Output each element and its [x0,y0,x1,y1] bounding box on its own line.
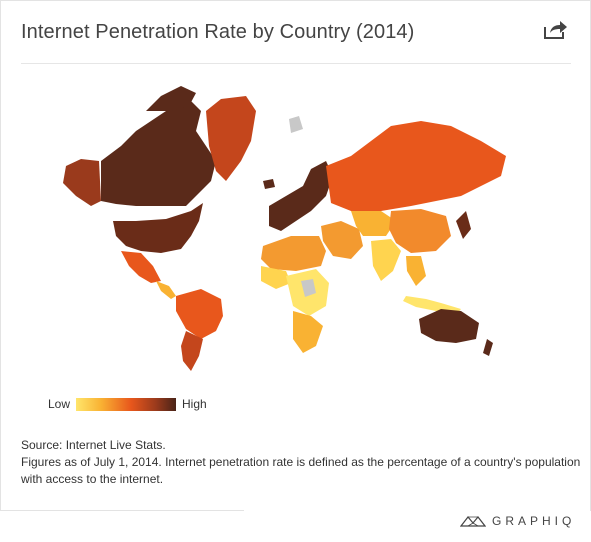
map-region-iceland [263,179,275,189]
map-region-alaska [63,159,101,206]
brand-logo[interactable]: GRAPHIQ [460,514,575,528]
map-region-middle-east [321,221,363,259]
brand-name: GRAPHIQ [492,514,576,528]
color-legend: Low High [48,396,207,412]
map-region-mexico [121,251,161,283]
map-region-north-africa [261,236,326,271]
map-region-south-america-south [181,331,203,371]
map-region-central-asia [351,211,396,236]
map-region-west-africa [261,266,291,289]
map-region-russia [326,121,506,211]
map-region-svalbard [289,116,303,133]
map-region-southern-africa [293,311,323,353]
map-region-united-states [113,203,203,253]
share-icon [544,21,567,39]
map-region-new-zealand [483,339,493,356]
footer-divider [0,510,244,511]
description-text: Figures as of July 1, 2014. Internet pen… [21,455,581,486]
legend-high-label: High [182,397,207,411]
legend-color-scale [76,397,177,411]
legend-low-label: Low [48,397,71,411]
share-button[interactable] [542,19,568,41]
map-region-canada [101,101,216,206]
graphiq-logo-icon [460,516,486,527]
header-divider [21,63,571,64]
map-region-arctic-islands [146,86,196,111]
map-region-australia [419,309,479,343]
source-notes: Source: Internet Live Stats. Figures as … [21,437,581,488]
map-region-india [371,239,401,281]
map-region-japan [456,211,471,239]
map-region-china [389,209,451,253]
map-region-europe [269,161,333,231]
source-text: Source: Internet Live Stats. [21,438,166,452]
map-region-central-america [156,281,176,299]
map-region-south-america-north [176,289,223,339]
page-title: Internet Penetration Rate by Country (20… [21,21,415,43]
world-map [63,86,506,371]
map-region-greenland [206,96,256,181]
chart-card: Internet Penetration Rate by Country (20… [0,0,591,511]
map-region-southeast-asia [406,256,426,286]
map-region-no-data [301,279,316,297]
